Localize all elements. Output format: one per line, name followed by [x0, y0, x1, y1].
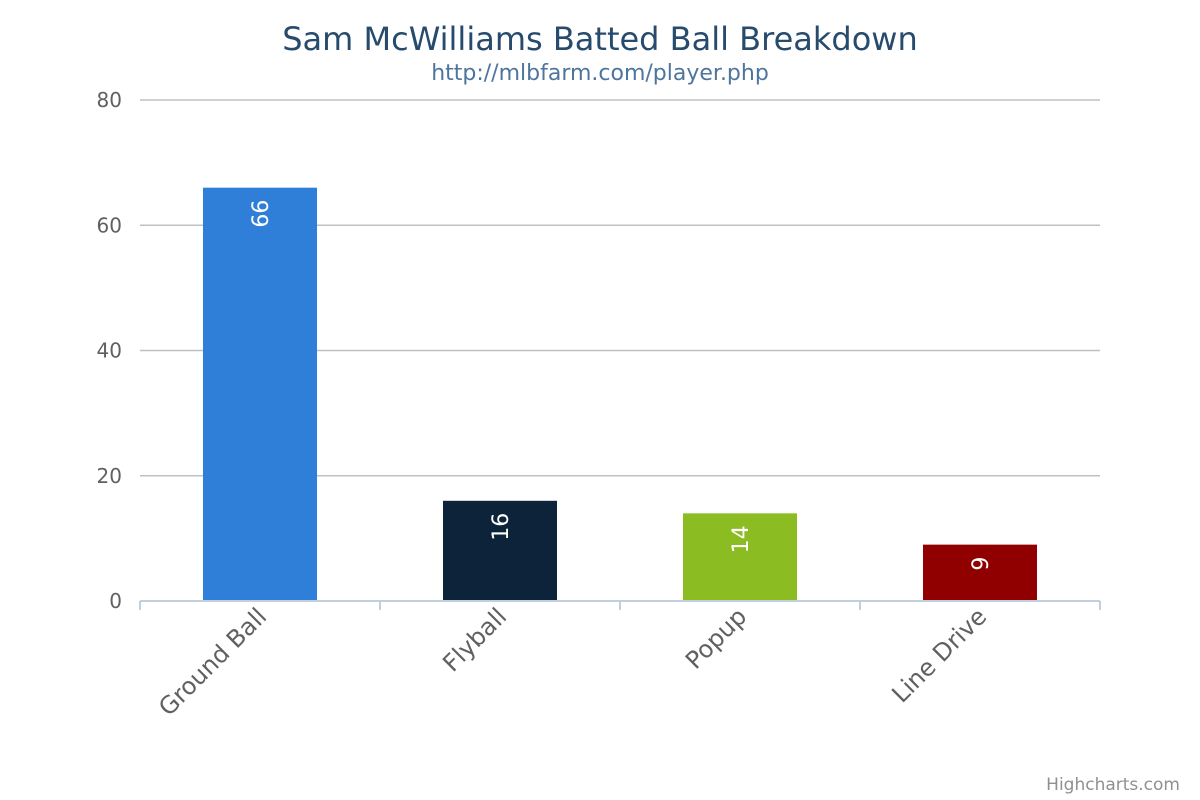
y-axis-labels: 0 20 40 60 80	[97, 88, 122, 613]
x-tick-label-1: Flyball	[437, 602, 512, 677]
y-tick-label-3: 60	[97, 213, 122, 237]
x-axis-labels: Ground Ball Flyball Popup Line Drive	[153, 602, 992, 721]
chart-title: Sam McWilliams Batted Ball Breakdown	[282, 20, 918, 58]
x-tick-label-3: Line Drive	[886, 602, 992, 708]
x-axis	[139, 600, 1101, 610]
data-label-1: 16	[489, 513, 514, 541]
chart-subtitle: http://mlbfarm.com/player.php	[431, 61, 769, 86]
credits-link[interactable]: Highcharts.com	[1046, 775, 1180, 795]
y-tick-label-2: 40	[97, 339, 122, 363]
y-tick-label-1: 20	[97, 464, 122, 488]
y-tick-label-4: 80	[97, 88, 122, 112]
y-tick-label-0: 0	[109, 589, 122, 613]
bar-flyball[interactable]	[443, 500, 557, 601]
bar-popup[interactable]	[683, 513, 797, 601]
data-label-2: 14	[729, 525, 754, 553]
x-tick-label-2: Popup	[680, 602, 752, 674]
bar-line-drive[interactable]	[923, 544, 1037, 601]
data-labels: 66 16 14 9	[249, 200, 994, 571]
data-label-0: 66	[249, 200, 274, 228]
x-tick-label-0: Ground Ball	[153, 602, 272, 721]
bars	[203, 187, 1037, 602]
data-label-3: 9	[969, 557, 994, 571]
bar-ground-ball[interactable]	[203, 187, 317, 602]
